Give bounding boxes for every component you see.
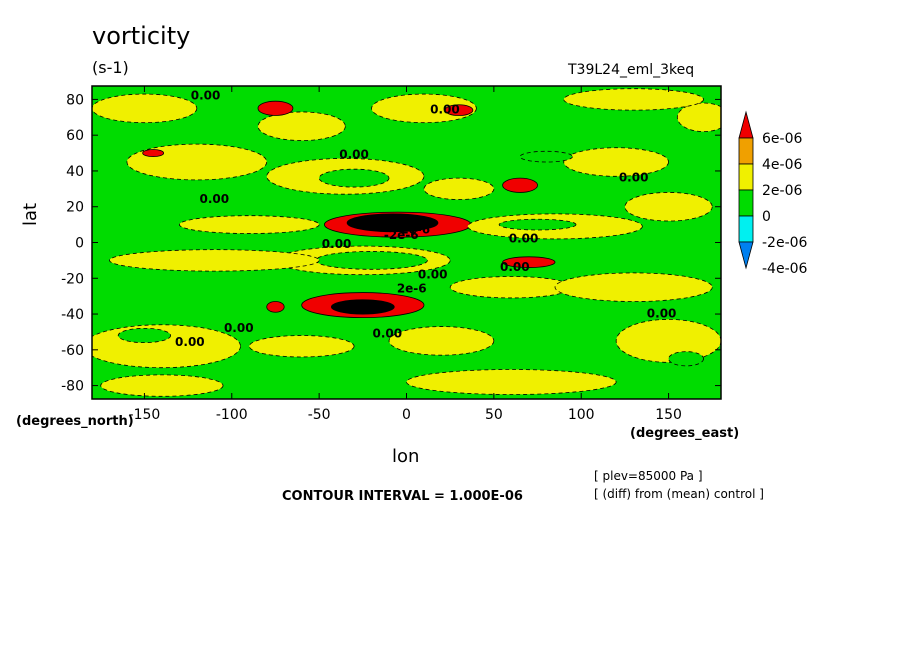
contour-region [624, 192, 713, 222]
contour-label: 0.00 [200, 192, 230, 206]
y-tick-label: 20 [66, 200, 84, 216]
contour-region [423, 177, 495, 200]
contour-label: 0.00 [647, 307, 677, 321]
contour-region [449, 276, 573, 299]
colorbar: 6e-06 4e-06 2e-06 0 -2e-06 -4e-06 [738, 110, 808, 277]
contour-region [178, 215, 320, 234]
contour-region [498, 218, 577, 231]
contour-label: 2e-6 [400, 223, 430, 237]
contour-region [371, 93, 477, 124]
contour-region [502, 177, 538, 193]
x-axis-unit: (degrees_east) [630, 426, 740, 441]
contour-region [374, 218, 411, 231]
contour-label: 0.00 [418, 267, 448, 281]
contour-label: 0.00 [191, 88, 221, 102]
contour-region [257, 100, 294, 116]
x-axis-label: lon [392, 446, 420, 467]
contour-region [563, 88, 704, 111]
colorbar-label: 6e-06 [762, 131, 802, 147]
colorbar-label: -2e-06 [762, 235, 808, 251]
y-tick-label: -40 [61, 307, 84, 323]
contour-region [330, 299, 395, 315]
contour-region [388, 326, 495, 356]
x-tick-label: 0 [402, 407, 411, 423]
colorbar-swatch [738, 189, 754, 217]
contour-region [92, 93, 198, 124]
contour-label: 0.00 [509, 232, 539, 246]
contour-region [257, 111, 346, 141]
y-tick-label: -20 [61, 271, 84, 287]
y-tick-label: 80 [66, 92, 84, 108]
contour-label: 0.00 [500, 260, 530, 274]
contour-region [109, 249, 320, 272]
colorbar-swatch [738, 163, 754, 191]
axes: -150 -100 -50 0 50 100 150 -80 -60 -40 -20 0 20 40 60 8… [61, 86, 721, 423]
colorbar-label: 0 [762, 209, 771, 225]
contour-region [554, 272, 713, 302]
contour-region [266, 301, 285, 313]
contour-region [615, 319, 721, 363]
y-tick-label: 0 [75, 236, 84, 252]
x-tick-label: -50 [308, 407, 331, 423]
contour-region [519, 150, 573, 163]
colorbar-label: -4e-06 [762, 261, 808, 277]
contour-region [502, 256, 556, 268]
contour-region [315, 251, 428, 270]
colorbar-min-triangle [738, 241, 754, 270]
contour-interval: CONTOUR INTERVAL = 1.000E-06 [282, 489, 523, 504]
contour-label: 0.00 [224, 321, 254, 335]
y-tick-label: -80 [61, 379, 84, 395]
contour-region [563, 147, 669, 177]
contour-region [142, 149, 165, 158]
contour-region [406, 369, 617, 395]
pressure-level-note: [ plev=85000 Pa ] [594, 469, 703, 483]
colorbar-max-triangle [738, 110, 754, 139]
contour-region [668, 351, 704, 367]
colorbar-label: 4e-06 [762, 157, 802, 173]
y-tick-label: -60 [61, 343, 84, 359]
contour-label: 0.00 [372, 326, 402, 340]
y-axis-unit: (degrees_north) [16, 414, 134, 429]
x-tick-label: 100 [568, 407, 595, 423]
x-tick-label: -100 [216, 407, 248, 423]
contour-label: 0.00 [175, 335, 205, 349]
contour-label: -2e-6 [384, 228, 419, 242]
colorbar-swatch [738, 215, 754, 243]
contour-label: 0.00 [619, 171, 649, 185]
colorbar-swatch [738, 137, 754, 165]
difference-note: [ (diff) from (mean) control ] [594, 487, 764, 501]
x-tick-label: 150 [655, 407, 682, 423]
run-name: T39L24_eml_3keq [568, 62, 695, 78]
y-tick-label: 60 [66, 128, 84, 144]
contour-region [248, 335, 355, 358]
y-tick-label: 40 [66, 164, 84, 180]
x-tick-label: 50 [485, 407, 503, 423]
contour-label: 2e-6 [397, 282, 427, 296]
contour-region [444, 104, 474, 116]
chart-title: vorticity [92, 22, 191, 50]
contour-region [676, 102, 721, 133]
contour-label: 0.00 [322, 237, 352, 251]
contour-region [100, 374, 224, 397]
contour-region [117, 327, 172, 344]
contour-region [318, 168, 390, 188]
chart-units: (s-1) [92, 58, 129, 77]
y-axis-label: lat [20, 202, 41, 226]
contour-region [126, 143, 268, 181]
contour-label: 0.00 [430, 103, 460, 117]
contour-label: 0.00 [339, 147, 369, 161]
x-tick-label: -150 [129, 407, 161, 423]
colorbar-label: 2e-06 [762, 183, 802, 199]
